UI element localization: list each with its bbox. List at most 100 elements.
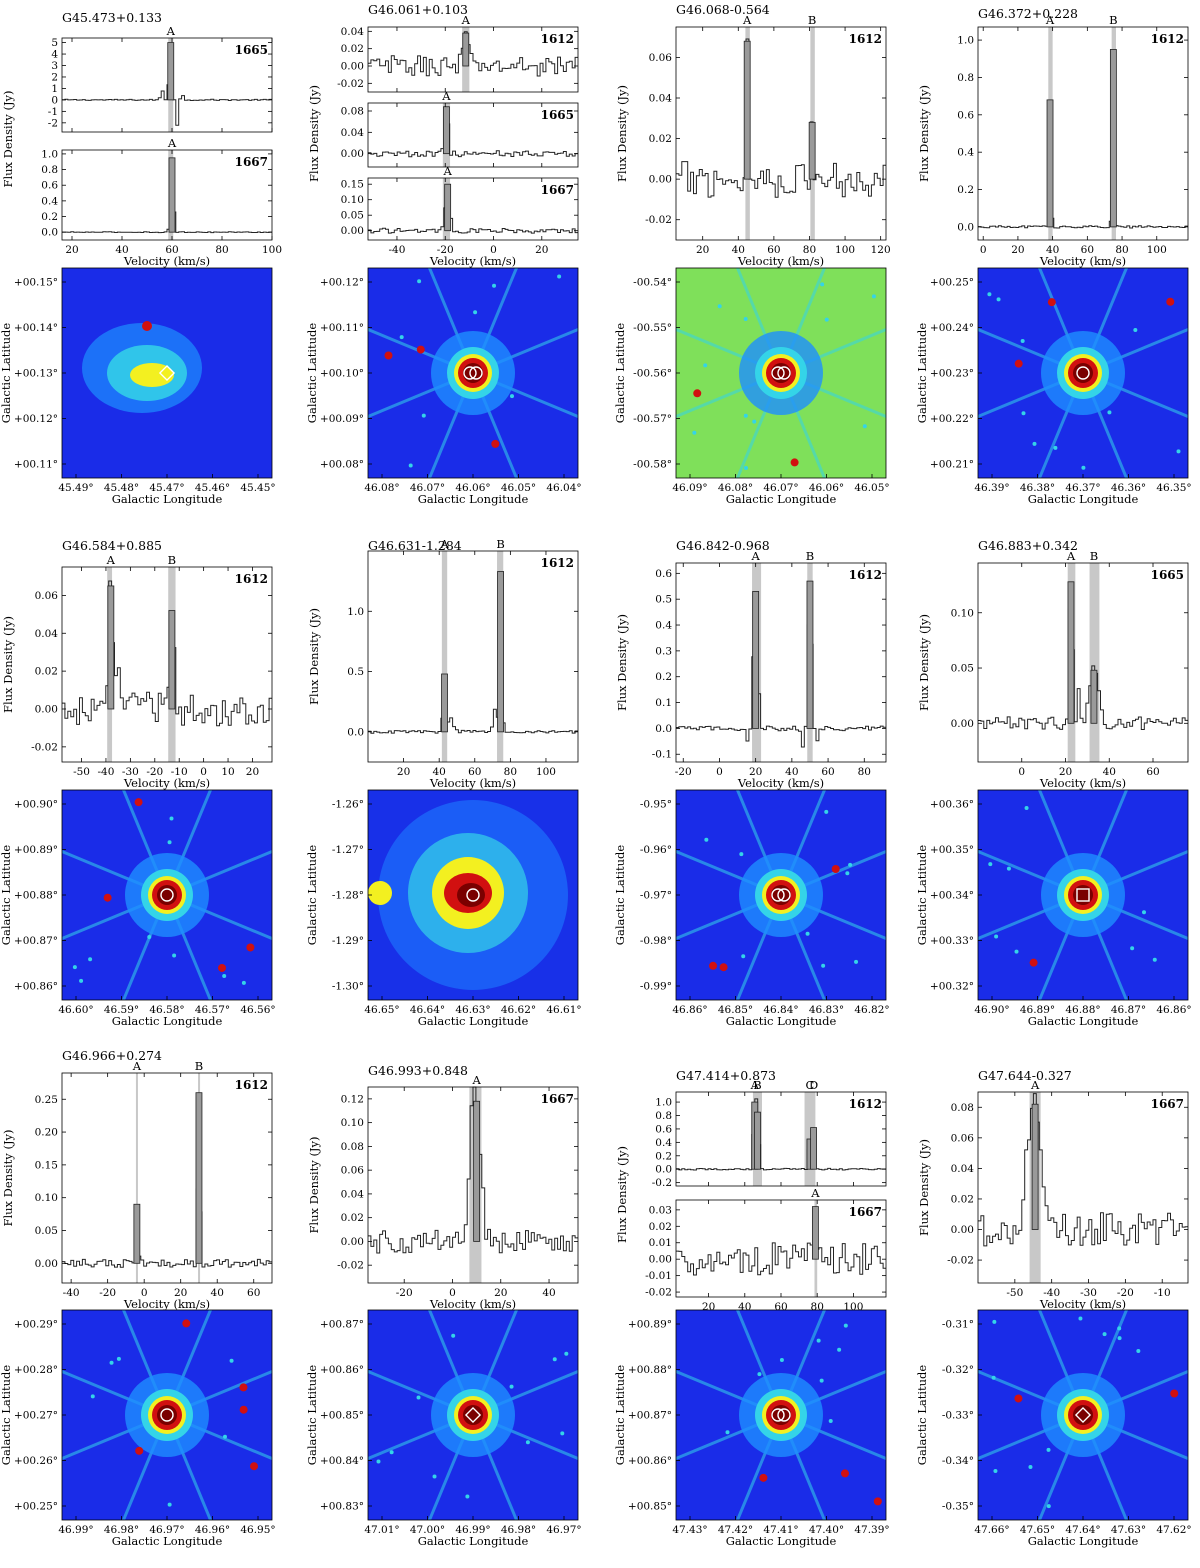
field-star	[79, 978, 84, 983]
maser-peak	[473, 1100, 481, 1242]
y-tick-label: 0.02	[951, 1193, 974, 1205]
field-star	[473, 310, 478, 315]
x-tick-label: 20	[494, 1287, 507, 1299]
feature-label: B	[753, 1078, 761, 1092]
field-star	[1152, 957, 1157, 962]
x-tick-label: 100	[1147, 244, 1167, 256]
x-tick-label: 46.95°	[240, 1524, 275, 1536]
x-tick-label: 20	[1011, 244, 1024, 256]
y-tick-label: -0.99°	[640, 981, 672, 993]
x-tick-label: 46.86°	[1156, 1004, 1191, 1016]
sky-image: 45.49° 45.48° 45.47° 45.46° 45.45° +00.15° +00…	[0, 267, 276, 506]
field-star	[417, 279, 422, 284]
y-axis-label: Galactic Latitude	[915, 845, 929, 946]
y-tick-label: 0.6	[957, 109, 974, 121]
y-tick-label: 0.8	[655, 1110, 672, 1122]
feature-label: B	[806, 549, 814, 563]
y-axis-label: Flux Density (Jy)	[615, 1146, 629, 1243]
y-tick-label: +00.87°	[14, 935, 58, 947]
field-star	[837, 1347, 842, 1352]
x-tick-label: 46.57°	[195, 1004, 230, 1016]
x-tick-label: 46.96°	[195, 1524, 230, 1536]
y-tick-label: 0.10	[35, 1192, 58, 1204]
x-tick-label: 60	[165, 244, 178, 256]
maser-position-marker	[463, 366, 477, 380]
spectrum-line	[676, 1218, 886, 1276]
sky-image: 47.43° 47.42° 47.41° 47.40° 47.39° +00.89° +00…	[613, 1309, 890, 1548]
image-content	[62, 1310, 272, 1520]
field-star	[222, 973, 227, 978]
feature-label: A	[750, 549, 760, 563]
field-star	[109, 1360, 114, 1365]
maser-peak	[1109, 49, 1117, 228]
y-tick-label: -0.02	[645, 1287, 672, 1299]
maser-peak	[167, 42, 175, 101]
x-tick-label: 46.39°	[974, 482, 1009, 494]
sky-image: 46.90° 46.89° 46.88° 46.87° 46.86° +00.36° +00…	[915, 789, 1192, 1028]
x-tick-label: 20	[246, 766, 259, 778]
image-content	[978, 268, 1188, 478]
y-tick-label: 0.15	[35, 1159, 58, 1171]
x-tick-label: 46.90°	[974, 1004, 1009, 1016]
spectrum-subplot: AB CD 1612 -0.20.0 0.20.4 0.60.81.0	[652, 1078, 887, 1189]
y-tick-label: 0.5	[655, 594, 672, 606]
feature-label: B	[808, 13, 816, 27]
spectrum-frame	[367, 102, 579, 168]
y-axis-label: Galactic Latitude	[613, 1365, 627, 1466]
y-tick-label: -0.02	[31, 741, 58, 753]
y-axis-label: Flux Density (Jy)	[917, 1139, 931, 1236]
x-tick-label: -20	[99, 1287, 116, 1299]
image-content	[368, 1310, 578, 1520]
y-axis-label: Galactic Latitude	[613, 323, 627, 424]
chart-title: G46.372+0.228	[978, 6, 1078, 21]
y-tick-label: +00.29°	[14, 1319, 58, 1331]
y-axis-label: Galactic Latitude	[613, 845, 627, 946]
x-axis-label: Galactic Longitude	[418, 492, 529, 506]
field-star	[552, 1357, 557, 1362]
y-tick-label: 0.04	[341, 127, 365, 139]
x-tick-label: 45.46°	[195, 482, 230, 494]
y-tick-label: 0.00	[649, 1254, 672, 1266]
x-tick-label: 47.62°	[1156, 1524, 1191, 1536]
y-tick-label: 0.1	[655, 697, 672, 709]
x-tick-label: 45.48°	[104, 482, 139, 494]
y-tick-label: 0.04	[341, 1188, 365, 1200]
feature-label: A	[167, 136, 177, 150]
feature-label: B	[195, 1059, 203, 1073]
feature-label: A	[166, 24, 176, 38]
blob-center	[457, 883, 485, 907]
y-tick-label: 0.0	[957, 221, 974, 233]
y-tick-label: 0.6	[655, 1123, 672, 1135]
y-axis-label: Galactic Latitude	[305, 845, 319, 946]
y-tick-label: +00.86°	[628, 1455, 672, 1467]
velocity-range-shade	[1089, 563, 1100, 762]
field-star	[854, 959, 859, 964]
x-tick-label: 45.45°	[240, 482, 275, 494]
y-tick-label: 0.0	[347, 726, 364, 738]
spectrum-subplot: A B 1612 -0.02 0.00 0.02 0.04 0.06 -50 -40 -30 -20-…	[31, 553, 273, 790]
y-tick-label: 0.12	[341, 1093, 364, 1105]
x-tick-label: -30	[122, 766, 139, 778]
y-tick-label: -0.02	[337, 78, 364, 90]
x-axis-label: Galactic Longitude	[418, 1014, 529, 1028]
y-tick-label: 0.02	[649, 1221, 672, 1233]
spectrum-subplot: A B 1665 0.00 0.05 0.10 0 20 40 60 Velocity (km/s)	[951, 549, 1189, 790]
feature-label: C	[806, 1078, 815, 1092]
image-content	[368, 268, 578, 478]
chart-title: G46.842-0.968	[676, 538, 770, 553]
y-axis-label: Flux Density (Jy)	[1, 616, 15, 713]
x-tick-label: 0	[449, 1287, 456, 1299]
x-axis-label: Galactic Longitude	[1028, 1534, 1139, 1548]
maser-peak	[743, 40, 751, 180]
x-tick-label: -30	[1080, 1287, 1097, 1299]
y-tick-label: 0.04	[35, 628, 59, 640]
transition-label: 1667	[1151, 1097, 1184, 1111]
maser-position-marker	[777, 1408, 791, 1422]
y-tick-label: 0.05	[951, 663, 974, 675]
field-star	[491, 439, 500, 448]
image-content	[62, 790, 272, 1000]
spectrum-frame	[367, 1086, 579, 1284]
